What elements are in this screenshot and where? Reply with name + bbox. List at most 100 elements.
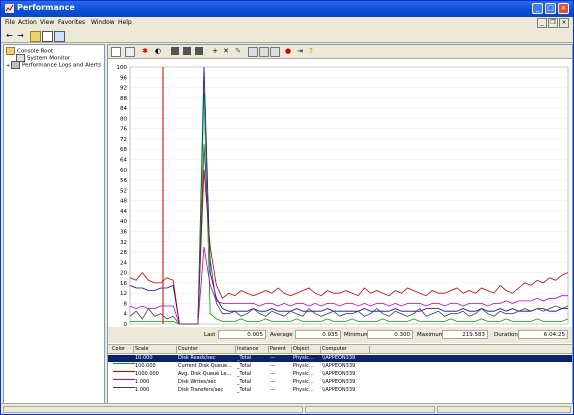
legend-cell-object: Physic... — [293, 355, 314, 361]
clear-display-icon[interactable] — [125, 47, 135, 57]
properties-icon[interactable] — [54, 31, 65, 42]
menu-window[interactable]: Window — [91, 19, 115, 26]
color-swatch — [113, 379, 135, 380]
tree-item-label: System Monitor — [27, 55, 71, 62]
counter-legend: Color Scale Counter Instance Parent Obje… — [108, 344, 572, 404]
menu-file[interactable]: File — [5, 19, 16, 26]
maximize-button[interactable]: □ — [545, 3, 556, 14]
delete-counter-icon[interactable]: ✕ — [223, 47, 229, 55]
legend-cell-parent: --- — [270, 387, 276, 393]
y-tick-label: 28 — [120, 250, 127, 256]
close-button[interactable]: × — [558, 3, 569, 14]
view-graph-icon[interactable] — [171, 47, 179, 55]
y-tick-label: 52 — [120, 188, 127, 194]
column-scale[interactable]: Scale — [135, 346, 177, 353]
mdi-restore-button[interactable]: ❐ — [548, 18, 558, 28]
mdi-controls: _ ❐ × — [536, 18, 569, 28]
legend-cell-scale: 10.000 — [135, 355, 153, 361]
mdi-minimize-button[interactable]: _ — [537, 18, 547, 28]
average-label: Average — [270, 332, 293, 338]
y-tick-label: 92 — [120, 86, 127, 92]
legend-cell-instance: _Total — [237, 387, 252, 393]
legend-cell-object: Physic... — [293, 363, 314, 369]
title-bar[interactable]: Performance _ □ × — [1, 1, 573, 17]
window-title: Performance — [17, 3, 75, 12]
up-folder-icon[interactable] — [30, 31, 41, 42]
status-cell-tertiary — [437, 406, 571, 413]
menu-bar: File Action View Favorites Window Help — [1, 18, 573, 28]
freeze-display-icon[interactable]: ● — [284, 47, 292, 55]
menu-favorites[interactable]: Favorites — [58, 19, 86, 26]
legend-cell-instance: _Total — [237, 371, 252, 377]
tree-item-performance-logs[interactable]: + Performance Logs and Alerts — [6, 61, 101, 69]
highlight-icon[interactable]: ✎ — [235, 47, 241, 55]
menu-action[interactable]: Action — [18, 19, 37, 26]
series-line — [129, 169, 569, 325]
series-line — [129, 246, 568, 325]
view-report-icon[interactable] — [195, 47, 203, 55]
y-tick-label: 76 — [120, 127, 127, 133]
y-tick-label: 48 — [120, 199, 127, 205]
legend-row[interactable]: 1000.000 Avg. Disk Queue Le... _Total --- Ph… — [108, 371, 572, 378]
column-computer[interactable]: Computer — [322, 346, 370, 353]
legend-cell-counter: Disk Transfers/sec — [178, 387, 224, 393]
add-counter-icon[interactable]: + — [212, 47, 218, 55]
color-swatch — [113, 387, 135, 388]
legend-cell-object: Physic... — [293, 371, 314, 377]
y-tick-label: 68 — [120, 147, 127, 153]
legend-cell-computer: \\APPEON339 — [322, 355, 356, 361]
column-color[interactable]: Color — [112, 346, 134, 353]
tree-item-system-monitor[interactable]: System Monitor — [16, 54, 70, 62]
main-toolbar: ← → — [1, 29, 573, 43]
legend-cell-scale: 100.000 — [135, 363, 156, 369]
view-log-data-icon[interactable]: ◐ — [154, 47, 162, 55]
properties-icon[interactable] — [270, 47, 280, 57]
y-tick-label: 16 — [120, 281, 127, 287]
update-data-icon[interactable]: ⇥ — [297, 47, 303, 55]
forward-arrow-icon[interactable]: → — [17, 31, 24, 40]
paste-counter-list-icon[interactable] — [259, 47, 269, 57]
menu-view[interactable]: View — [40, 19, 55, 26]
view-histogram-icon[interactable] — [183, 47, 191, 55]
plot-area — [129, 66, 569, 325]
show-hide-tree-icon[interactable] — [42, 31, 53, 42]
legend-row[interactable]: 10.000 Disk Reads/sec _Total --- Physic... \\… — [108, 355, 572, 362]
y-tick-label: 56 — [120, 178, 127, 184]
menu-help[interactable]: Help — [118, 19, 132, 26]
y-tick-label: 88 — [120, 96, 127, 102]
y-axis: 1009692888480767268646056524844403632282… — [117, 65, 128, 327]
color-swatch — [113, 355, 135, 356]
column-counter[interactable]: Counter — [178, 346, 236, 353]
y-tick-label: 12 — [120, 291, 127, 297]
folder-icon — [6, 47, 15, 55]
legend-cell-parent: --- — [270, 379, 276, 385]
legend-cell-computer: \\APPEON339 — [322, 387, 356, 393]
series-line — [129, 66, 568, 325]
legend-row[interactable]: 1.000 Disk Transfers/sec _Total --- Physic..… — [108, 387, 572, 394]
back-arrow-icon[interactable]: ← — [6, 31, 13, 40]
view-current-activity-icon[interactable]: ✱ — [142, 47, 148, 55]
status-bar — [1, 403, 573, 415]
minimum-label: Minimum — [344, 332, 370, 338]
status-cell-main — [3, 406, 303, 413]
column-instance[interactable]: Instance — [237, 346, 269, 353]
legend-header: Color Scale Counter Instance Parent Obje… — [108, 345, 572, 354]
tree-item-console-root[interactable]: Console Root — [6, 47, 53, 55]
legend-row[interactable]: 1.000 Disk Writes/sec _Total --- Physic... \\… — [108, 379, 572, 386]
legend-cell-counter: Avg. Disk Queue Le... — [178, 371, 232, 377]
new-counter-set-icon[interactable] — [111, 47, 121, 57]
legend-row[interactable]: 100.000 Current Disk Queue... _Total --- Phy… — [108, 363, 572, 370]
copy-properties-icon[interactable] — [248, 47, 258, 57]
y-tick-label: 4 — [124, 312, 128, 318]
series-line — [130, 92, 569, 325]
legend-cell-object: Physic... — [293, 387, 314, 393]
legend-cell-instance: _Total — [237, 363, 252, 369]
minimize-button[interactable]: _ — [532, 3, 543, 14]
help-icon[interactable]: ? — [309, 47, 313, 55]
column-parent[interactable]: Parent — [270, 346, 292, 353]
tree-root-label: Console Root — [17, 48, 54, 55]
expand-plus-icon[interactable]: + — [6, 62, 11, 69]
tree-item-label: Performance Logs and Alerts — [22, 62, 102, 69]
column-object[interactable]: Object — [293, 346, 321, 353]
mdi-close-button[interactable]: × — [559, 18, 569, 28]
